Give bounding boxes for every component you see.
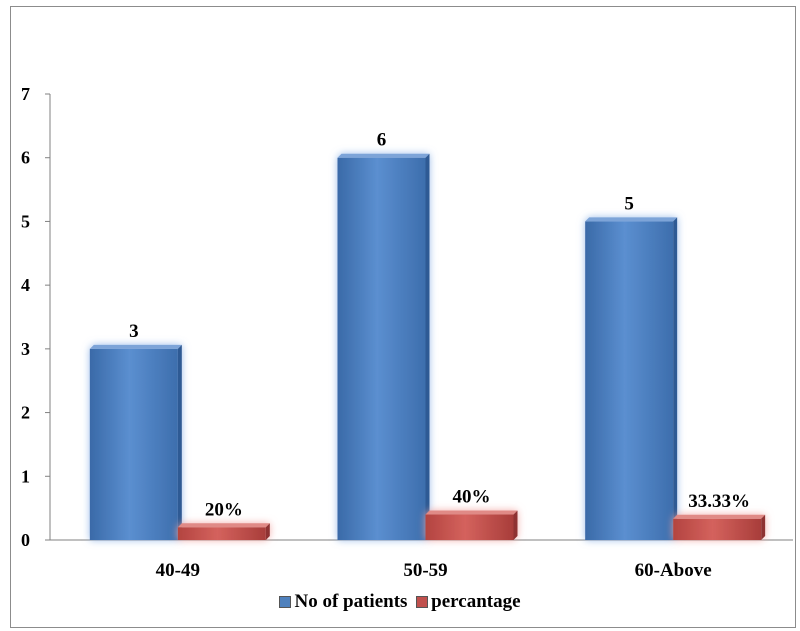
- data-label-patients: 5: [624, 193, 634, 214]
- y-tick-label: 7: [21, 84, 30, 104]
- bar-body: [89, 348, 178, 540]
- data-label-patients: 3: [129, 321, 139, 342]
- data-label-percentage: 20%: [205, 499, 243, 520]
- data-labels: 40-49 3 20% 50-59 6 40% 60-Above 5 33.33%: [129, 130, 750, 581]
- bar-top-face: [673, 514, 766, 519]
- legend-item-patients: No of patients: [279, 591, 407, 613]
- bars: [89, 153, 766, 540]
- data-label-percentage: 40%: [453, 487, 491, 508]
- bar-patients: [337, 153, 430, 540]
- bar-body: [585, 221, 674, 540]
- x-tick-label: 50-59: [403, 560, 447, 581]
- y-tick-label: 2: [21, 403, 30, 423]
- bar-side-face: [673, 217, 678, 540]
- bar-top-face: [177, 523, 270, 528]
- bar-side-face: [425, 153, 430, 540]
- bar-side-face: [265, 523, 270, 540]
- bar-top-face: [337, 153, 430, 158]
- bar-patients: [89, 344, 182, 540]
- y-tick-label: 0: [21, 530, 30, 550]
- bar-patients: [585, 217, 678, 540]
- x-tick-label: 60-Above: [635, 560, 712, 581]
- bar-top-face: [89, 344, 182, 349]
- legend-label-patients: No of patients: [294, 591, 408, 612]
- bar-body: [425, 514, 514, 540]
- bar-side-face: [761, 514, 766, 540]
- x-tick-label: 40-49: [156, 560, 200, 581]
- data-label-patients: 6: [377, 130, 387, 151]
- bar-percentage: [673, 514, 766, 540]
- bar-percentage: [425, 510, 518, 540]
- bar-body: [177, 527, 266, 540]
- bar-top-face: [585, 217, 678, 222]
- legend-swatch-red: [416, 596, 429, 608]
- bar-side-face: [513, 510, 518, 540]
- y-tick-label: 6: [21, 148, 30, 168]
- bar-top-face: [425, 510, 518, 515]
- y-tick-label: 4: [21, 275, 30, 295]
- bar-body: [673, 518, 762, 540]
- bar-side-face: [177, 344, 182, 540]
- legend: No of patients percantage: [0, 591, 800, 614]
- data-label-percentage: 33.33%: [688, 491, 750, 512]
- y-tick-label: 5: [21, 211, 30, 231]
- bar-percentage: [177, 523, 270, 540]
- bar-body: [337, 157, 426, 540]
- legend-swatch-blue: [279, 596, 292, 608]
- legend-item-percentage: percantage: [416, 591, 521, 613]
- y-tick-label: 1: [21, 466, 30, 486]
- y-tick-label: 3: [21, 339, 30, 359]
- legend-label-percentage: percantage: [431, 591, 521, 612]
